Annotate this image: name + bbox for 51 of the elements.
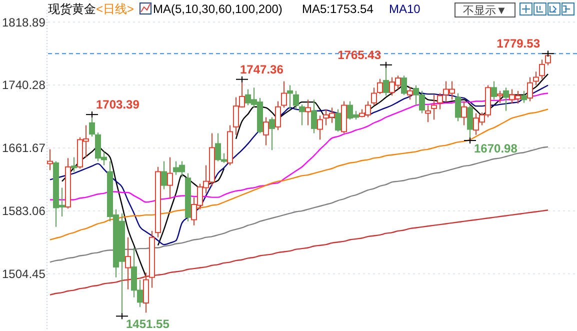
candlestick bbox=[167, 156, 173, 200]
candlestick bbox=[143, 272, 149, 314]
candlestick bbox=[299, 104, 305, 126]
y-tick-label: 1740.28 bbox=[2, 78, 46, 92]
y-tick-label: 1504.45 bbox=[2, 267, 46, 282]
candlestick bbox=[281, 80, 287, 108]
candlestick bbox=[311, 99, 317, 134]
y-tick-label: 1818.89 bbox=[2, 15, 46, 30]
annotation: 1747.36 bbox=[240, 62, 284, 76]
candlestick bbox=[407, 86, 413, 100]
candlestick bbox=[503, 87, 509, 112]
annotation: MA(5,10,30,60,100,200) bbox=[153, 2, 282, 16]
candlestick bbox=[287, 84, 293, 110]
candlestick bbox=[527, 76, 533, 102]
candlestick bbox=[533, 71, 539, 86]
candlestick bbox=[269, 116, 275, 151]
candlestick bbox=[305, 99, 311, 126]
candlestick bbox=[275, 100, 281, 131]
annotation: 1765.43 bbox=[338, 48, 382, 62]
annotation: 1779.53 bbox=[496, 36, 540, 51]
line-series bbox=[49, 108, 549, 240]
candlestick bbox=[263, 116, 269, 146]
candlestick bbox=[371, 87, 377, 106]
candlestick bbox=[47, 148, 53, 171]
line-series bbox=[49, 210, 549, 296]
candlestick bbox=[461, 100, 467, 126]
candlestick bbox=[539, 59, 545, 80]
candlestick bbox=[491, 80, 497, 100]
text: MA10 bbox=[389, 2, 421, 16]
candlestick bbox=[125, 236, 131, 290]
chart-subtitle: <日线> bbox=[96, 2, 134, 16]
line-series bbox=[49, 146, 549, 263]
candlestick bbox=[293, 90, 299, 110]
annotation: 1451.55 bbox=[126, 317, 170, 331]
annotation: 1703.39 bbox=[96, 98, 140, 112]
candlestick bbox=[335, 108, 341, 132]
annotation: 1670.98 bbox=[474, 141, 518, 156]
text: MA5:1753.54 bbox=[302, 2, 374, 16]
candlestick bbox=[455, 92, 461, 122]
candlestick bbox=[161, 160, 167, 190]
annotation: 不显示▼ bbox=[463, 5, 507, 17]
y-tick-label: 1661.67 bbox=[2, 141, 46, 156]
candlestick bbox=[377, 78, 383, 95]
candlestick bbox=[425, 104, 431, 123]
candlestick bbox=[497, 90, 503, 104]
y-tick-label: 1583.06 bbox=[2, 204, 46, 218]
candlestick bbox=[71, 156, 77, 172]
candlestick bbox=[317, 115, 323, 140]
candlestick bbox=[401, 75, 407, 96]
candlestick bbox=[431, 94, 437, 120]
candlestick bbox=[521, 90, 527, 104]
